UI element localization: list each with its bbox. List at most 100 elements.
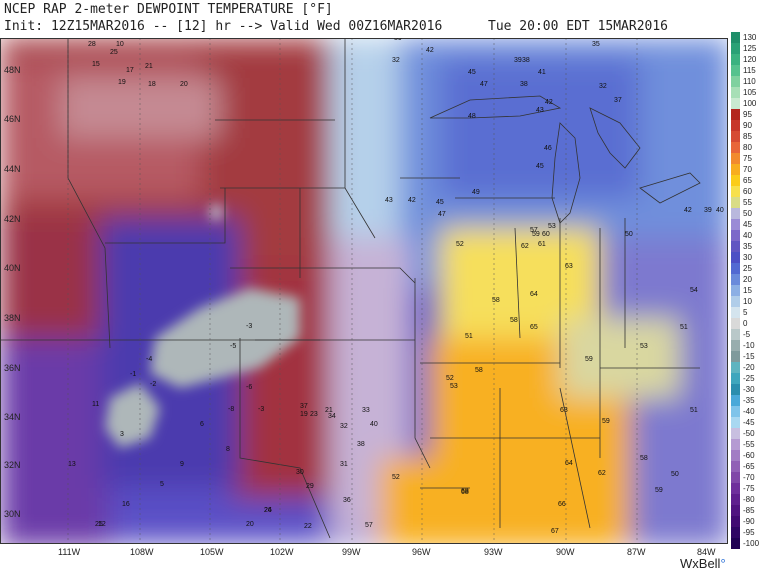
colorbar-label: -85	[743, 506, 755, 515]
station-value: 47	[480, 81, 488, 88]
colorbar-swatch	[731, 65, 740, 76]
colorbar-label: -20	[743, 363, 755, 372]
colorbar-label: -5	[743, 330, 751, 339]
colorbar-label: 50	[743, 209, 752, 218]
colorbar-label: -10	[743, 341, 755, 350]
station-value: 38	[522, 57, 530, 64]
station-value: 45	[536, 163, 544, 170]
colorbar-swatch	[731, 472, 740, 483]
station-value: 42	[545, 99, 553, 106]
station-value: 34	[328, 413, 336, 420]
colorbar-swatch	[731, 428, 740, 439]
colorbar-label: 35	[743, 242, 752, 251]
station-value: 17	[126, 67, 134, 74]
colorbar-swatch	[731, 362, 740, 373]
lon-label: 105W	[200, 547, 224, 557]
station-value: 19	[300, 411, 308, 418]
lon-label: 87W	[627, 547, 646, 557]
lon-label: 102W	[270, 547, 294, 557]
colorbar-label: 60	[743, 187, 752, 196]
lat-label: 48N	[4, 65, 21, 75]
colorbar-swatch	[731, 175, 740, 186]
lat-label: 32N	[4, 460, 21, 470]
colorbar-label: -90	[743, 517, 755, 526]
station-value: 33	[362, 407, 370, 414]
lat-label: 38N	[4, 313, 21, 323]
colorbar-swatch	[731, 219, 740, 230]
colorbar-label: 80	[743, 143, 752, 152]
lat-label: 44N	[4, 164, 21, 174]
colorbar-label: 45	[743, 220, 752, 229]
colorbar-swatch	[731, 109, 740, 120]
station-value: 57	[530, 227, 538, 234]
colorbar-label: 0	[743, 319, 748, 328]
lon-label: 111W	[58, 547, 81, 557]
station-value: 40	[370, 421, 378, 428]
great-lakes-outline	[429, 95, 701, 224]
station-value: 53	[640, 343, 648, 350]
colorbar-label: 20	[743, 275, 752, 284]
colorbar-swatch	[731, 98, 740, 109]
colorbar-swatch	[731, 32, 740, 43]
colorbar-swatch	[731, 329, 740, 340]
station-value: 54	[690, 287, 698, 294]
station-value: 45	[468, 69, 476, 76]
colorbar-label: 115	[743, 66, 756, 75]
colorbar-label: 100	[743, 99, 757, 108]
local-valid-time: Tue 20:00 EDT 15MAR2016	[488, 19, 669, 34]
station-value: 61	[538, 241, 546, 248]
station-value: 47	[438, 211, 446, 218]
station-value: 45	[436, 199, 444, 206]
colorbar-label: 105	[743, 88, 757, 97]
station-value: -5	[230, 343, 236, 350]
colorbar-label: 30	[743, 253, 752, 262]
station-value: 31	[340, 461, 348, 468]
colorbar: 1301251201151101051009590858075706560555…	[731, 32, 760, 549]
station-value: 30	[296, 469, 304, 476]
station-value: 10	[116, 41, 124, 48]
station-value: 25	[95, 521, 103, 528]
station-value: 19	[118, 79, 126, 86]
station-value: 20	[246, 521, 254, 528]
colorbar-label: -65	[743, 462, 755, 471]
station-value: 32	[392, 57, 400, 64]
colorbar-swatch	[731, 406, 740, 417]
colorbar-label: 95	[743, 110, 752, 119]
colorbar-swatch	[731, 351, 740, 362]
station-value: -2	[150, 381, 156, 388]
colorbar-swatch	[731, 538, 740, 549]
colorbar-label: -60	[743, 451, 755, 460]
station-value: 51	[465, 333, 473, 340]
colorbar-label: 25	[743, 264, 752, 273]
station-value: -3	[258, 406, 264, 413]
lon-axis: 111W 108W 105W 102W 99W 96W 93W 90W 87W …	[58, 547, 716, 557]
station-value: 50	[625, 231, 633, 238]
station-value: 53	[450, 383, 458, 390]
colorbar-label: -45	[743, 418, 755, 427]
colorbar-label: -70	[743, 473, 755, 482]
colorbar-label: 65	[743, 176, 752, 185]
colorbar-swatch	[731, 307, 740, 318]
station-value: 58	[510, 317, 518, 324]
lat-labels: 48N 46N 44N 42N 40N 38N 36N 34N 32N 30N	[4, 65, 21, 519]
station-value: 66	[558, 501, 566, 508]
station-value: 9	[180, 461, 184, 468]
station-value: 18	[148, 81, 156, 88]
colorbar-label: -55	[743, 440, 755, 449]
station-value: 15	[92, 61, 100, 68]
lat-label: 42N	[4, 214, 21, 224]
station-value: 64	[530, 291, 538, 298]
station-value: 21	[145, 63, 153, 70]
station-value: 60	[542, 231, 550, 238]
station-value: 3	[120, 431, 124, 438]
colorbar-swatch	[731, 197, 740, 208]
colorbar-swatch	[731, 461, 740, 472]
station-value: 49	[472, 189, 480, 196]
lon-label: 108W	[130, 547, 154, 557]
colorbar-swatch	[731, 373, 740, 384]
lat-label: 46N	[4, 114, 21, 124]
colorbar-label: -30	[743, 385, 755, 394]
colorbar-swatch	[731, 384, 740, 395]
station-value: 35	[592, 41, 600, 48]
station-value: 42	[426, 47, 434, 54]
